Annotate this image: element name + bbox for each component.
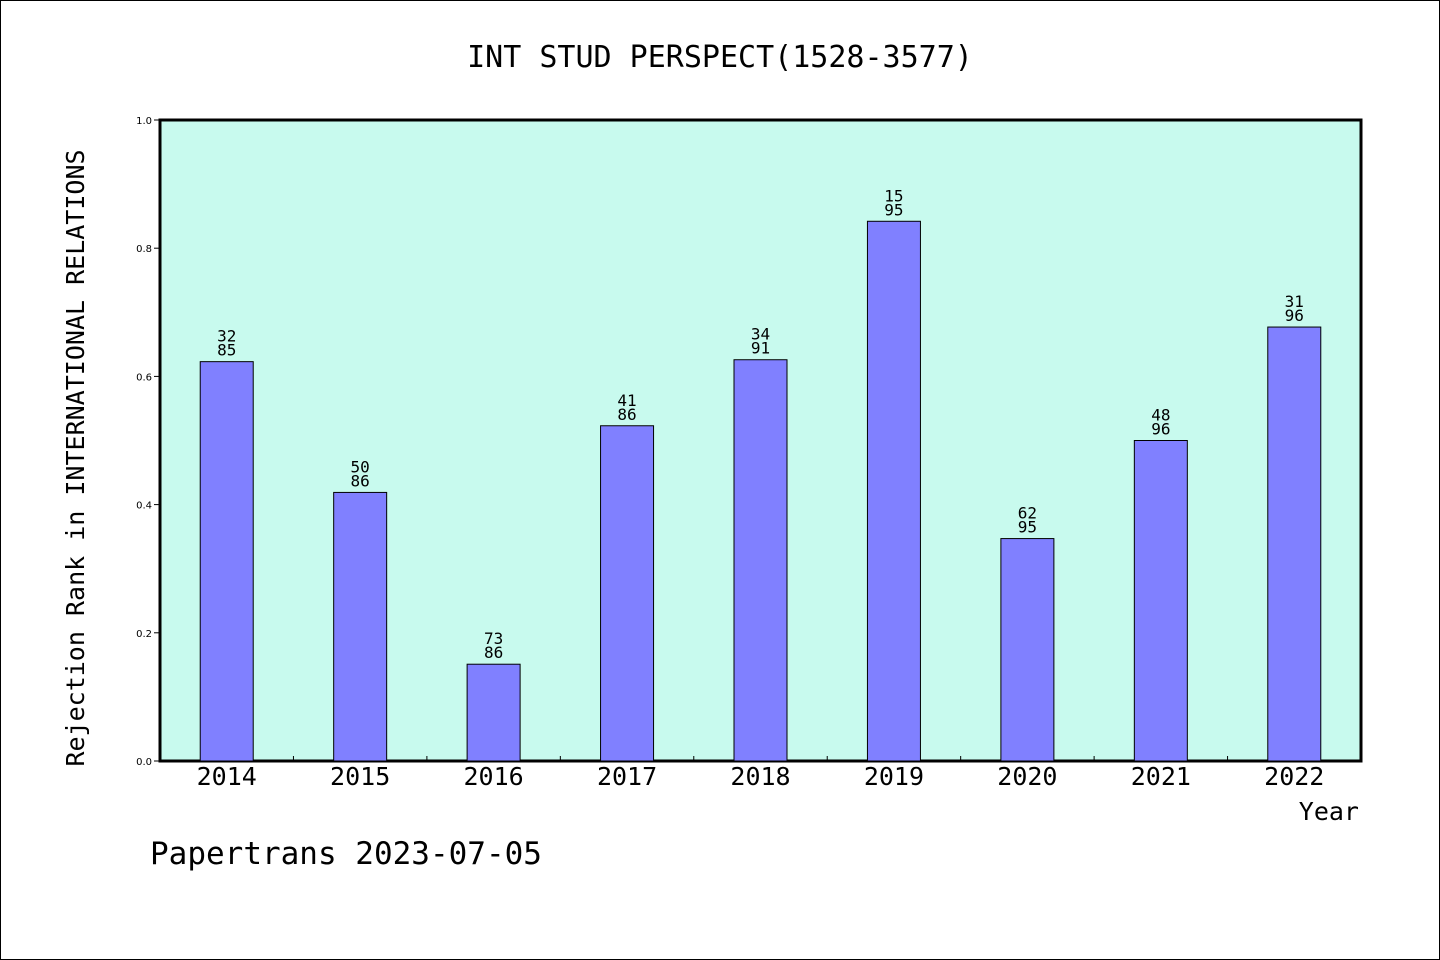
bar-2019: [866, 220, 921, 762]
bar-2022: [1267, 326, 1322, 762]
bar-label-2018-1: 34: [751, 325, 770, 344]
footer-text: Papertrans 2023-07-05: [150, 836, 542, 872]
y-tick-label-0.0: 0.0: [136, 757, 152, 768]
bar-label-2022-1: 31: [1285, 292, 1304, 311]
bar-label-2021-2: 96: [1151, 420, 1170, 439]
y-axis: 0.0 0.2 0.4 0.6 0.8 1.0: [136, 116, 160, 768]
bar-label-2018-2: 91: [751, 339, 770, 358]
bar-label-2019-2: 95: [884, 200, 903, 219]
bar-label-2015-2: 86: [351, 471, 370, 490]
bar-2018: [733, 359, 788, 762]
bar-label-2020-2: 95: [1018, 518, 1037, 537]
bar-label-2014-1: 32: [217, 327, 236, 346]
y-tick-label-0.8: 0.8: [136, 244, 152, 255]
bar-label-2020-1: 62: [1018, 504, 1037, 523]
chart-title: INT STUD PERSPECT(1528-3577): [467, 40, 973, 75]
y-tick-label-1.0: 1.0: [136, 116, 152, 127]
bar-label-2015-1: 50: [351, 457, 370, 476]
bar-label-2022-2: 96: [1285, 306, 1304, 325]
x-tick-label-2020: 2020: [997, 762, 1057, 791]
x-tick-label-2015: 2015: [330, 762, 390, 791]
y-axis-label: Rejection Rank in INTERNATIONAL RELATION…: [61, 149, 90, 766]
x-axis: 2014 2015 2016 2017 2018 2019 2020 2021 2022: [197, 756, 1324, 791]
x-tick-label-2021: 2021: [1131, 762, 1191, 791]
bar-2014: [199, 361, 254, 762]
bar-label-2014-2: 85: [217, 341, 236, 360]
bar-label-2016-2: 86: [484, 643, 503, 662]
y-tick-label-0.4: 0.4: [136, 501, 152, 512]
x-axis-label: Year: [1299, 797, 1359, 826]
bar-2015: [333, 491, 388, 762]
x-tick-label-2018: 2018: [730, 762, 790, 791]
bars-group: [199, 220, 1322, 762]
x-tick-label-2017: 2017: [597, 762, 657, 791]
bar-label-2016-1: 73: [484, 629, 503, 648]
y-tick-label-0.6: 0.6: [136, 372, 152, 383]
bar-2021: [1133, 440, 1188, 762]
x-tick-label-2014: 2014: [197, 762, 257, 791]
bar-2017: [600, 425, 655, 762]
bar-label-2019-1: 15: [884, 186, 903, 205]
bar-2020: [1000, 538, 1055, 762]
bar-label-2017-2: 86: [617, 405, 636, 424]
x-tick-label-2022: 2022: [1264, 762, 1324, 791]
bar-label-2017-1: 41: [617, 391, 636, 410]
x-tick-label-2019: 2019: [864, 762, 924, 791]
y-tick-label-0.2: 0.2: [136, 629, 152, 640]
x-tick-label-2016: 2016: [464, 762, 524, 791]
bar-label-2021-1: 48: [1151, 406, 1170, 425]
bar-2016: [466, 663, 521, 762]
